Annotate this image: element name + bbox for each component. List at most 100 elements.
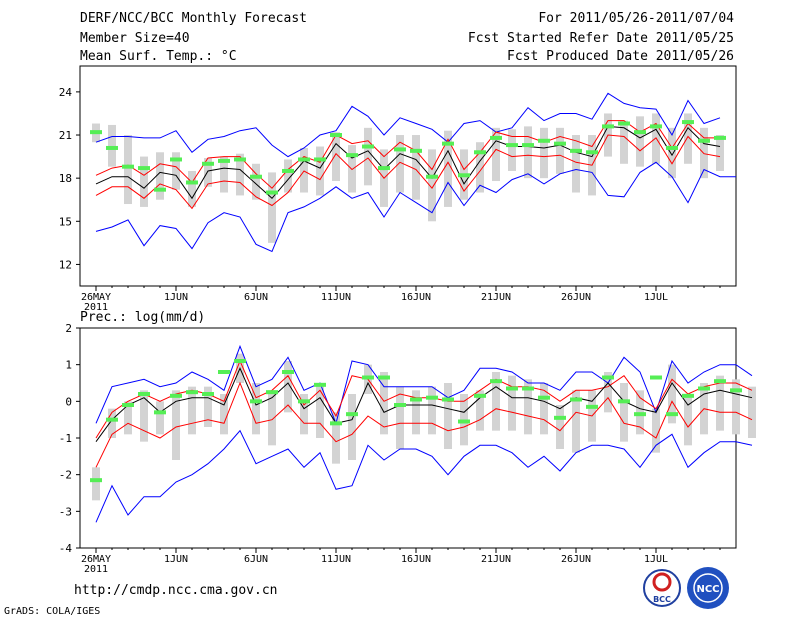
prec-xtick-label: 26MAY [81,554,111,565]
temp-box [140,156,148,207]
temp-box [220,156,228,193]
temp-clim-marker [282,168,294,173]
prec-clim-marker [538,395,550,400]
temp-clim-marker [458,173,470,178]
bcc-logo-ring [652,572,672,592]
temp-box [412,135,420,200]
prec-box [684,394,692,446]
prec-box [604,372,612,413]
temp-clim-marker [298,157,310,162]
temp-clim-marker [234,157,246,162]
temp-xtick-label: 2011 [84,302,108,313]
prec-ytick-label: 0 [65,395,72,408]
prec-clim-marker [218,370,230,374]
prec-box [204,386,212,427]
prec-box [492,372,500,431]
prec-box [284,361,292,413]
prec-box [108,408,116,438]
prec-clim-marker [378,375,390,380]
prec-box [348,394,356,460]
temp-clim-marker [90,130,102,135]
prec-box [716,375,724,431]
bcc-logo-text: BCC [653,595,671,604]
prec-box [268,390,276,446]
temp-box [284,159,292,193]
temp-ytick-label: 24 [59,86,73,99]
prec-clim-marker [602,375,614,380]
temp-clim-marker [218,158,230,163]
prec-box [540,383,548,435]
prec-clim-marker [138,392,150,396]
prec-box [300,394,308,435]
temp-box [204,158,212,187]
prec-max-line [95,344,753,425]
temp-xtick-label: 16JUN [401,292,431,303]
temp-clim-marker [522,143,534,148]
prec-clim-marker [586,404,598,409]
source-url[interactable]: http://cmdp.ncc.cma.gov.cn [74,583,278,598]
prec-clim-marker [458,419,470,424]
prec-ytick-label: -1 [59,432,72,445]
temp-box [300,147,308,193]
prec-box [396,386,404,449]
temp-clim-marker [650,124,662,129]
temp-upper-line [95,120,720,189]
prec-clim-marker [474,393,486,398]
temp-box [476,142,484,193]
temp-box [492,127,500,182]
prec-box [476,390,484,431]
temp-clim-marker [602,124,614,129]
prec-box [732,379,740,435]
prec-clim-marker [266,390,278,395]
temp-clim-marker [250,174,262,179]
temp-clim-marker [490,135,502,140]
temp-clim-marker [570,148,582,153]
prec-clim-marker [330,421,342,426]
prec-clim-marker [202,392,214,396]
temp-clim-marker [554,141,566,146]
prec-lower-line [95,381,753,468]
prec-clim-marker [426,395,438,400]
temp-clim-marker [394,147,406,152]
prec-clim-marker [698,386,710,391]
temp-xtick-label: 26MAY [81,292,111,303]
prec-clim-marker [714,379,726,384]
temp-clim-marker [106,145,118,150]
prec-box [172,390,180,460]
temp-clim-marker [122,164,134,169]
prec-clim-marker [298,399,310,404]
prec-clim-marker [362,375,374,380]
prec-clim-marker [666,412,678,417]
prec-box [140,390,148,442]
precip-panel-label: Prec.: log(mm/d) [80,310,206,325]
prec-box [252,383,260,435]
prec-clim-marker [346,412,358,417]
temp-box [572,135,580,193]
prec-clim-marker [554,415,566,420]
prec-clim-marker [682,393,694,398]
temp-box [684,113,692,164]
prec-clim-marker [250,399,262,404]
prec-box [188,386,196,435]
prec-box [156,401,164,435]
temp-clim-marker [586,150,598,155]
temp-ytick-label: 12 [59,258,72,271]
temp-clim-marker [346,153,358,158]
temp-clim-marker [314,157,326,162]
temp-xtick-label: 1JUN [164,292,188,303]
temp-xtick-label: 21JUN [481,292,511,303]
temp-box [236,153,244,196]
temp-box [620,120,628,164]
prec-clim-marker [282,370,294,374]
prec-clim-marker [442,397,454,402]
temp-box [124,135,132,205]
temp-clim-marker [170,157,182,162]
prec-mean-line [95,367,753,442]
chart-title: DERF/NCC/BCC Monthly Forecast [80,11,307,26]
temp-clim-marker [426,174,438,179]
prec-box [380,372,388,435]
temp-lower-line [95,134,721,210]
temp-box [188,170,196,207]
